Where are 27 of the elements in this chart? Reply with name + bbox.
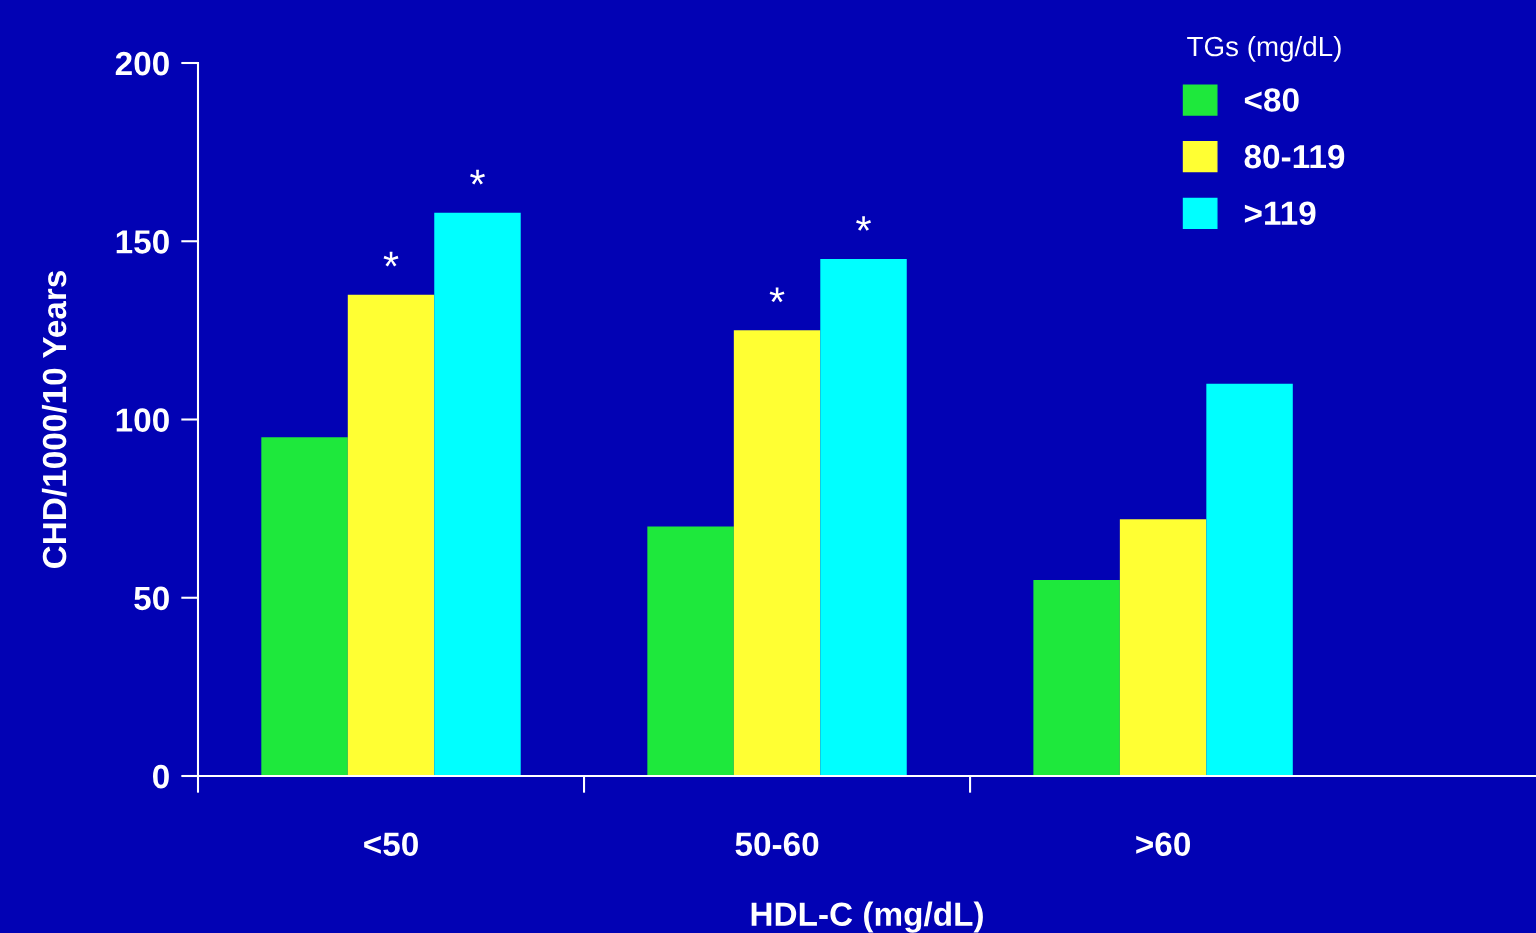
legend-label: >119: [1244, 201, 1316, 226]
legend-title: TGs (mg/dL): [1187, 35, 1341, 62]
legend-label: <80: [1244, 88, 1299, 112]
bar: [647, 526, 734, 776]
bar: [1119, 519, 1207, 776]
y-axis-title: CHD/1000/10 Years: [41, 271, 67, 568]
bar: [261, 437, 348, 776]
legend-label: 80-119: [1244, 144, 1345, 169]
x-tick-label: 50-60: [735, 832, 819, 857]
x-tick-label: <50: [364, 832, 418, 857]
bar: [1206, 383, 1293, 776]
y-tick-label: 150: [116, 230, 169, 254]
bar: [1033, 579, 1120, 776]
y-tick-label: 50: [134, 586, 169, 611]
x-axis-title: HDL-C (mg/dL): [751, 901, 983, 933]
data-label: *: [383, 251, 399, 267]
data-label: *: [470, 169, 485, 185]
y-tick-label: 200: [115, 51, 169, 76]
x-tick-label: >60: [1136, 832, 1190, 857]
data-label: *: [769, 287, 785, 303]
y-tick-label: 100: [116, 408, 169, 432]
bar: [733, 330, 821, 776]
data-label: *: [856, 216, 871, 231]
bar: [434, 212, 521, 776]
y-tick-label: 0: [153, 764, 169, 789]
bar: [347, 294, 435, 776]
bar: [820, 259, 907, 776]
